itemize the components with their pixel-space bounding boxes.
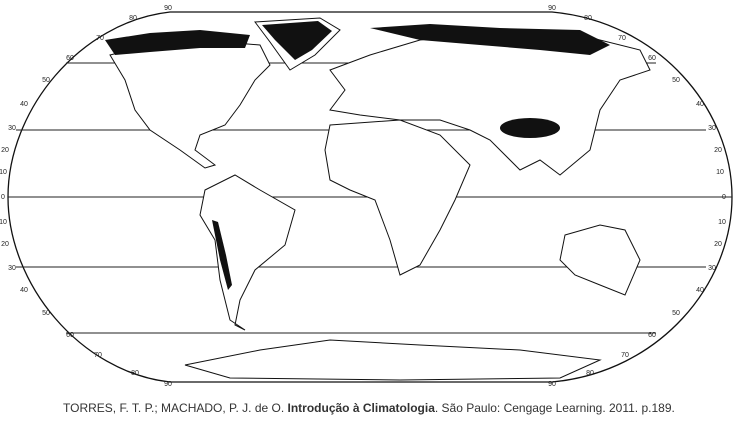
latitude-label: 30	[8, 125, 16, 132]
latitude-label: 80	[129, 15, 137, 22]
latitude-label: 60	[648, 55, 656, 62]
latitude-label: 30	[708, 125, 716, 132]
latitude-label: 40	[696, 287, 704, 294]
citation-authors: TORRES, F. T. P.; MACHADO, P. J. de O.	[63, 401, 288, 415]
latitude-label: 80	[131, 370, 139, 377]
latitude-label: 20	[1, 147, 9, 154]
latitude-label: 30	[8, 265, 16, 272]
latitude-labels: 90 80 70 60 50 40 30 20 10 0 10 20 30 40 50 60 70 80 90 90 8…	[0, 5, 726, 388]
latitude-label: 10	[716, 169, 724, 176]
latitude-label: 50	[42, 77, 50, 84]
latitude-label: 0	[722, 194, 726, 201]
citation: TORRES, F. T. P.; MACHADO, P. J. de O. I…	[63, 401, 675, 415]
latitude-label: 20	[714, 241, 722, 248]
latitude-label: 10	[0, 219, 7, 226]
latitude-label: 90	[548, 381, 556, 388]
latitude-label: 70	[621, 352, 629, 359]
continents	[105, 17, 651, 381]
latitude-label: 50	[42, 310, 50, 317]
latitude-label: 30	[708, 265, 716, 272]
latitude-label: 50	[672, 310, 680, 317]
latitude-label: 0	[1, 194, 5, 201]
map-outline	[7, 11, 733, 383]
citation-publisher: . São Paulo: Cengage Learning. 2011. p.1…	[434, 401, 675, 415]
latitude-label: 20	[1, 241, 9, 248]
latitude-label: 70	[94, 352, 102, 359]
latitude-label: 20	[714, 147, 722, 154]
latitude-label: 90	[164, 381, 172, 388]
latitude-label: 40	[696, 101, 704, 108]
citation-title: Introdução à Climatologia	[287, 401, 435, 415]
latitude-label: 90	[548, 5, 556, 12]
latitude-label: 40	[20, 287, 28, 294]
latitude-label: 90	[164, 5, 172, 12]
latitude-label: 70	[96, 35, 104, 42]
latitude-label: 60	[66, 55, 74, 62]
latitude-label: 60	[648, 332, 656, 339]
latitude-label: 80	[584, 15, 592, 22]
latitude-label: 40	[20, 101, 28, 108]
latitude-label: 10	[718, 219, 726, 226]
latitude-label: 80	[586, 370, 594, 377]
world-map: 90 80 70 60 50 40 30 20 10 0 10 20 30 40 50 60 70 80 90 90 8…	[0, 5, 733, 388]
latitude-label: 10	[0, 169, 7, 176]
latitude-label: 70	[618, 35, 626, 42]
latitude-label: 60	[66, 332, 74, 339]
latitude-label: 50	[672, 77, 680, 84]
